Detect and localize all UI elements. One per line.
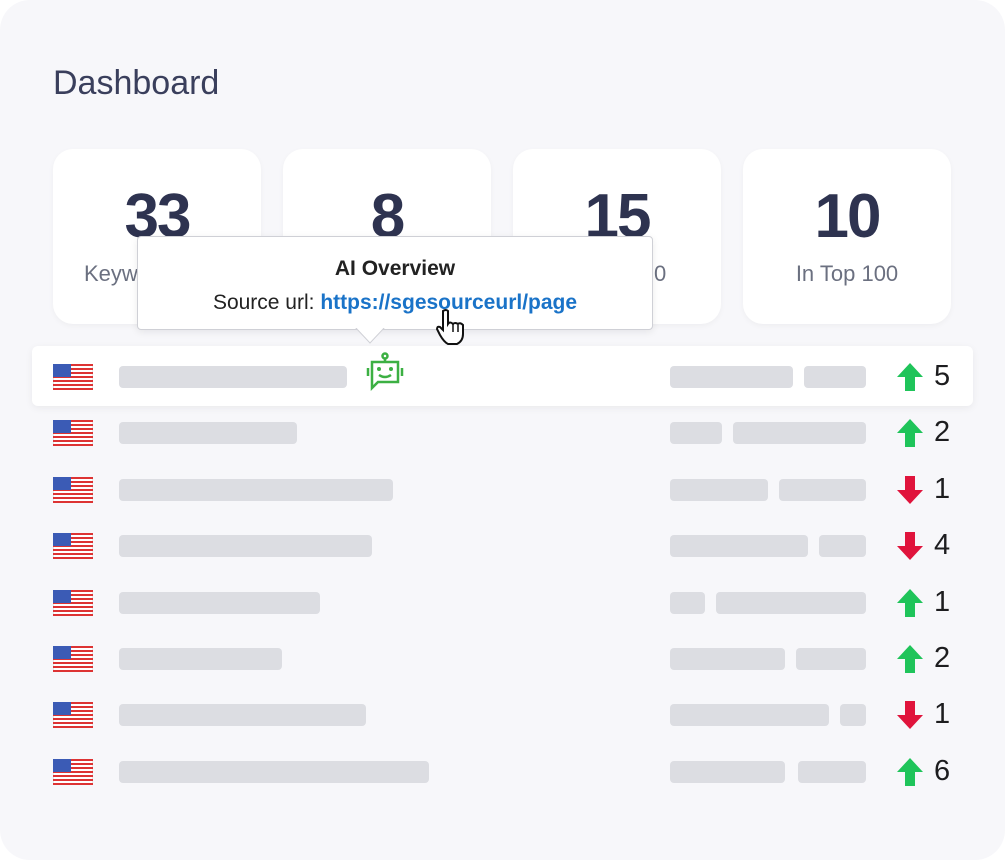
placeholder: [119, 535, 372, 558]
placeholder: [119, 478, 393, 501]
tooltip: AI Overview Source url: https://sgesourc…: [137, 236, 653, 330]
arrow-up: [896, 643, 924, 680]
placeholder: [670, 366, 793, 388]
flag: [52, 701, 94, 733]
placeholder: [670, 535, 808, 558]
placeholder: [119, 591, 320, 614]
placeholder: [670, 478, 768, 501]
flag: [52, 532, 94, 564]
source-link[interactable]: https://sgesourceurl/page: [320, 291, 578, 314]
robot-icon: [366, 352, 404, 392]
placeholder: [119, 648, 282, 670]
placeholder: [670, 591, 705, 614]
flag: [52, 419, 94, 451]
placeholder: [779, 478, 866, 501]
change-value: 1: [934, 698, 951, 731]
change-value: 2: [934, 642, 951, 674]
arrow-up: [896, 361, 924, 398]
change-value: 5: [934, 360, 951, 392]
change-value: 1: [934, 585, 951, 618]
placeholder: [819, 535, 866, 558]
flag: [52, 645, 94, 677]
arrow-down: [896, 530, 924, 567]
placeholder: [733, 422, 866, 445]
placeholder: [840, 704, 866, 727]
source-label: Source url:: [212, 291, 315, 314]
flag: [52, 758, 94, 790]
arrow-down: [896, 474, 924, 511]
cursor: [436, 309, 464, 345]
flag: [52, 363, 94, 395]
placeholder: [119, 422, 297, 445]
arrow-up: [896, 587, 924, 624]
stat-label: In Top 100: [795, 261, 899, 286]
change-value: 1: [934, 472, 951, 505]
tooltip-pointer: [355, 327, 385, 344]
placeholder: [796, 648, 866, 670]
change-value: 2: [934, 416, 951, 449]
arrow-down: [896, 699, 924, 736]
placeholder: [119, 760, 429, 783]
stat-card: 10 In Top 100: [743, 149, 951, 324]
placeholder: [798, 760, 866, 783]
change-value: 4: [934, 529, 951, 562]
placeholder: [670, 422, 722, 445]
change-value: 6: [934, 754, 951, 787]
placeholder: [119, 366, 347, 388]
placeholder: [119, 704, 366, 727]
arrow-up: [896, 756, 924, 793]
placeholder: [716, 591, 866, 614]
stat-label: Keyw: [84, 261, 138, 286]
arrow-up: [896, 417, 924, 454]
title: Dashboard: [53, 64, 220, 102]
flag: [52, 476, 94, 508]
placeholder: [670, 704, 829, 727]
placeholder: [670, 648, 785, 670]
stat-value: 10: [814, 182, 882, 251]
tooltip-title: AI Overview: [334, 257, 456, 280]
placeholder: [804, 366, 866, 388]
flag: [52, 589, 94, 621]
placeholder: [670, 760, 785, 783]
stat-label: 0: [654, 261, 667, 286]
